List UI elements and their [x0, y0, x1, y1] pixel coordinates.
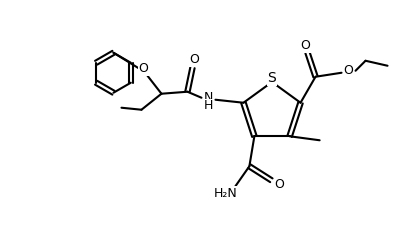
Text: O: O — [301, 39, 311, 52]
Text: H: H — [204, 99, 213, 112]
Text: O: O — [190, 53, 199, 66]
Text: O: O — [139, 62, 148, 75]
Text: S: S — [268, 71, 276, 85]
Text: H₂N: H₂N — [213, 187, 237, 200]
Text: O: O — [343, 64, 354, 77]
Text: O: O — [275, 178, 284, 191]
Text: N: N — [204, 91, 213, 104]
